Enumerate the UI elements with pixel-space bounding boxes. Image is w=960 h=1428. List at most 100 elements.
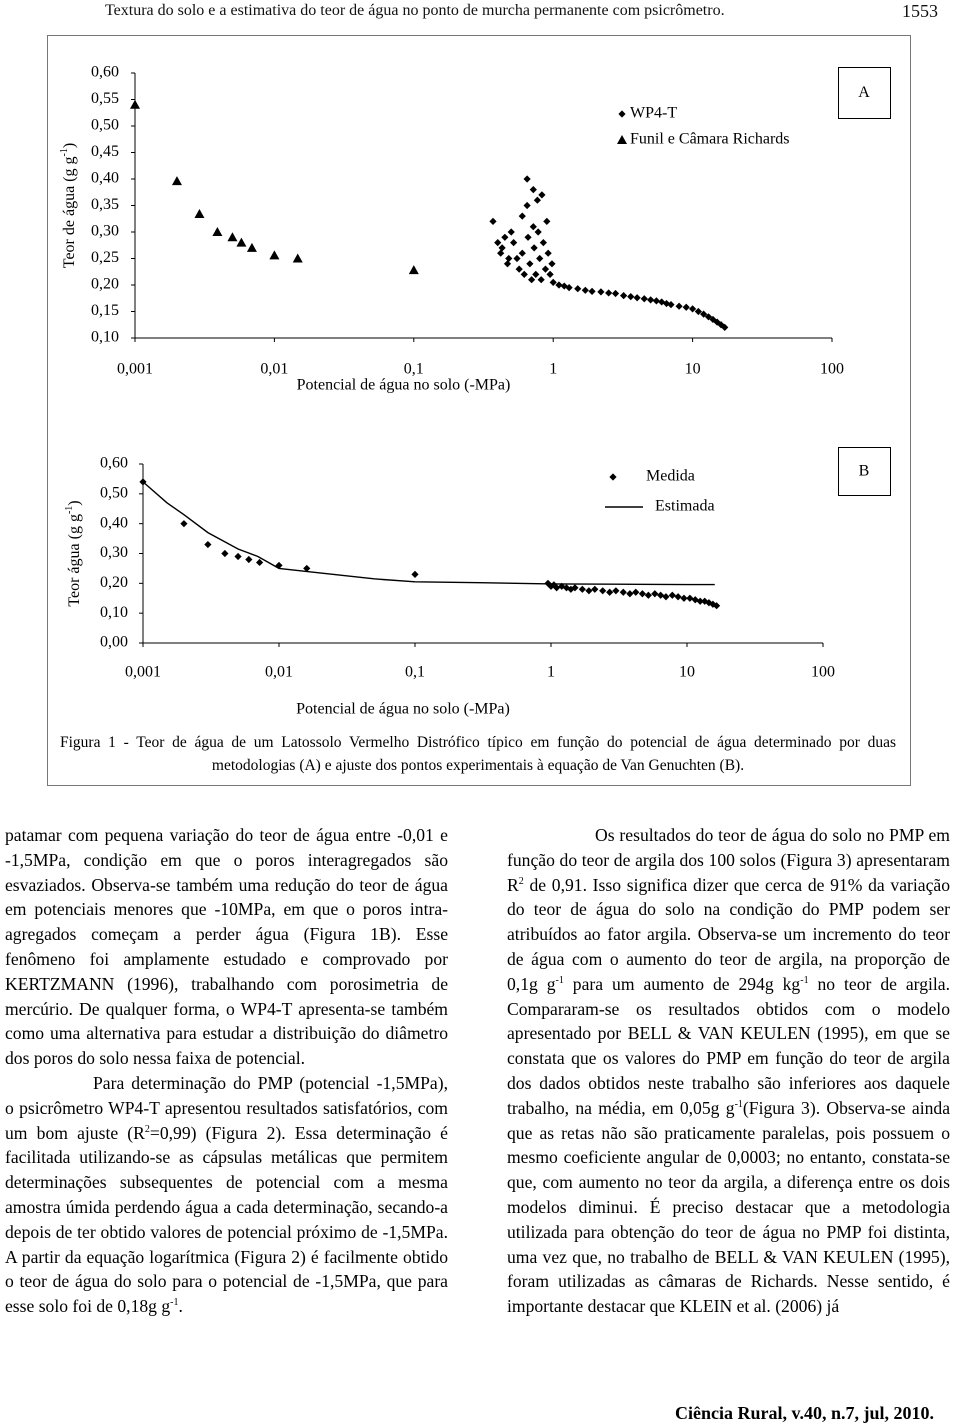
data-point	[543, 217, 551, 225]
fitted-line	[142, 481, 715, 586]
y-axis-title-sup: -1	[64, 506, 75, 514]
data-point	[700, 310, 708, 318]
data-point	[585, 587, 593, 595]
data-point	[713, 318, 721, 326]
paragraph: Os resultados do teor de água do solo no…	[507, 823, 950, 1319]
y-axis-title: Teor água (g g-1)	[64, 500, 83, 606]
data-point	[411, 570, 419, 578]
x-tick-label: 1	[547, 664, 555, 681]
data-point	[234, 552, 242, 561]
data-point	[599, 587, 607, 595]
data-point	[292, 253, 303, 263]
data-point	[588, 287, 596, 295]
data-point	[529, 186, 537, 194]
y-tick-label: 0,25	[91, 249, 119, 266]
data-point	[507, 228, 515, 236]
data-point	[227, 232, 238, 242]
data-point	[611, 289, 620, 298]
text-run: patamar com pequena variação do teor de …	[5, 825, 448, 1069]
text-column: Os resultados do teor de água do solo no…	[507, 823, 950, 1319]
data-point	[204, 540, 212, 549]
legend-marker	[617, 135, 627, 144]
text-run: Para determinação do PMP (potencial -1,5…	[5, 1072, 448, 1143]
data-point	[657, 591, 665, 599]
data-point	[605, 289, 613, 297]
y-tick-label: 0,20	[91, 276, 119, 293]
data-point	[662, 593, 670, 601]
figure-frame	[47, 35, 911, 786]
data-point	[694, 307, 702, 316]
superscript: -1	[734, 1098, 743, 1110]
y-tick-label: 0,60	[100, 455, 128, 472]
data-point	[212, 227, 223, 236]
data-point	[523, 201, 531, 210]
text-run: Os resultados do teor de água do solo no…	[507, 825, 950, 895]
data-point	[555, 281, 563, 289]
y-tick-label: 0,30	[100, 544, 128, 561]
figure-caption: Figura 1 - Teor de água de um Latossolo …	[60, 734, 896, 774]
data-point	[510, 239, 518, 247]
data-point	[633, 294, 641, 302]
data-point	[503, 260, 512, 268]
data-point	[691, 596, 699, 604]
data-point	[597, 288, 605, 296]
data-point	[538, 191, 546, 199]
data-point	[640, 295, 648, 303]
superscript: -1	[170, 1297, 179, 1309]
y-tick-label: 0,20	[100, 574, 128, 591]
data-point	[682, 303, 690, 311]
data-point	[532, 270, 540, 278]
x-tick-label: 100	[820, 361, 844, 378]
text-run: no teor de argila. Compararam-se os resu…	[507, 973, 951, 1118]
superscript: 2	[518, 875, 524, 887]
data-point	[667, 301, 675, 309]
data-point	[632, 588, 640, 596]
page-number: 1553	[902, 1, 938, 21]
data-point	[668, 591, 676, 599]
data-point	[529, 223, 537, 231]
y-tick-label: 0,35	[91, 196, 119, 213]
data-point	[652, 297, 661, 305]
data-point	[528, 276, 536, 284]
data-point	[539, 239, 547, 247]
data-point	[574, 285, 582, 293]
data-point	[505, 254, 513, 263]
data-point	[526, 260, 534, 268]
text-run: de 0,91. Isso significa dizer que cerca …	[507, 874, 950, 994]
data-point	[689, 305, 697, 313]
y-tick-label: 0,55	[91, 90, 119, 107]
data-point	[549, 278, 557, 286]
data-point	[541, 265, 550, 273]
superscript: -1	[800, 974, 809, 986]
y-tick-label: 0,30	[91, 223, 119, 240]
data-point	[620, 292, 628, 300]
x-axis-title: Potencial de água no solo (-MPa)	[297, 377, 511, 394]
y-axis-title-sup: -1	[59, 148, 70, 156]
paragraph: patamar com pequena variação do teor de …	[5, 823, 448, 1071]
data-point	[524, 233, 532, 241]
legend-label: Medida	[646, 468, 695, 485]
data-point	[606, 588, 614, 596]
x-tick-label: 0,1	[405, 664, 425, 681]
data-point	[520, 270, 528, 278]
data-point	[680, 594, 688, 602]
y-axis-title-text: Teor água (g g	[66, 514, 83, 607]
data-point	[518, 249, 526, 257]
data-point	[303, 564, 311, 573]
y-tick-label: 0,40	[100, 514, 128, 531]
data-point	[712, 602, 721, 610]
data-point	[534, 228, 542, 236]
x-tick-label: 0,001	[117, 361, 153, 378]
journal-footer: Ciência Rural, v.40, n.7, jul, 2010.	[674, 1403, 934, 1423]
data-point	[704, 313, 713, 321]
data-point	[408, 265, 419, 275]
data-point	[245, 555, 253, 564]
data-point	[560, 282, 568, 290]
data-point	[523, 175, 531, 183]
data-point	[221, 549, 229, 558]
y-axis-title-end: )	[66, 500, 83, 505]
data-point	[638, 590, 647, 598]
data-point	[651, 590, 659, 598]
text-column: patamar com pequena variação do teor de …	[5, 823, 448, 1319]
